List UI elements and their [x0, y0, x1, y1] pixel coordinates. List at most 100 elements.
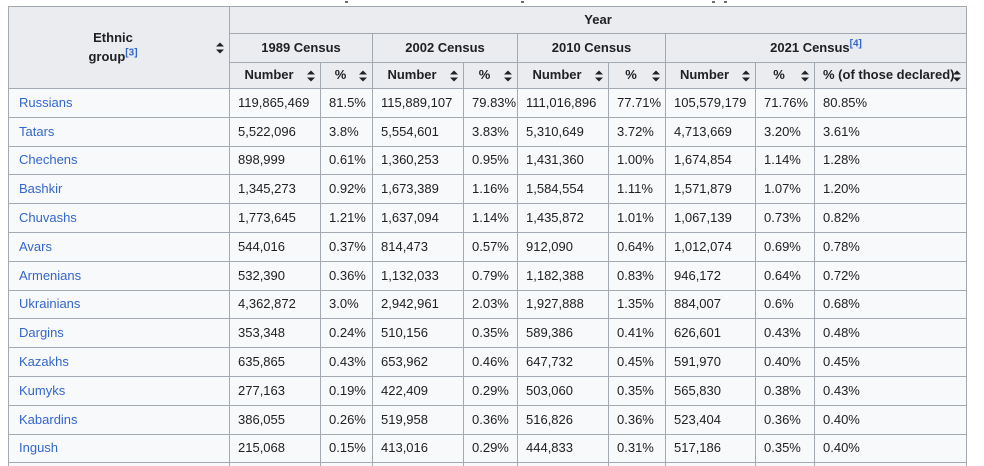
number-2002-cell: 519,958 [372, 404, 464, 435]
number-2010-cell: 912,090 [517, 231, 609, 262]
ethnic-group-link[interactable]: Ingush [19, 440, 59, 456]
table-row: Kazakhs 635,865 0.43% 653,962 0.46% 647,732 0.… [8, 347, 968, 377]
header-percent-2021[interactable]: % [755, 62, 815, 89]
number-2021-cell: 1,571,879 [665, 174, 756, 205]
percent-2021-cell: 0.35% [755, 433, 815, 464]
percent-2002-cell: 0.46% [463, 347, 518, 377]
percent-2010-cell: 0.35% [608, 375, 666, 406]
number-2010-cell: 1,927,888 [517, 289, 609, 320]
number-2021-cell: 1,674,854 [665, 145, 756, 176]
percent-2021-cell: 0.69% [755, 231, 815, 262]
percent-1989-cell: 0.61% [320, 145, 373, 176]
percent-1989-cell: 0.92% [320, 174, 373, 205]
number-2010-cell: 1,435,872 [517, 203, 609, 233]
table-row: Kabardins 386,055 0.26% 519,958 0.36% 516,826… [8, 404, 968, 435]
number-1989-cell: 386,055 [229, 404, 321, 435]
header-percent-declared-2021[interactable]: % (of those declared) [813, 62, 968, 89]
percent-2021-cell: 1.07% [755, 174, 815, 205]
census-2002-header: 2002 Census [372, 33, 518, 63]
ethnic-group-cell: Kabardins [8, 404, 230, 435]
cropped-text-remnant [0, 0, 984, 6]
percent-2010-cell: 0.45% [608, 347, 666, 377]
header-number-2021[interactable]: Number [665, 62, 756, 89]
percent-2010-cell: 0.83% [608, 260, 666, 291]
table-row: Avars 544,016 0.37% 814,473 0.57% 912,090 0.64… [8, 231, 968, 262]
header-number-2010[interactable]: Number [517, 62, 609, 89]
number-2010-cell: 1,431,360 [517, 145, 609, 176]
percent-declared-cell: 0.43% [813, 375, 968, 406]
header-percent-1989[interactable]: % [320, 62, 373, 89]
table-row: Bashkir 1,345,273 0.92% 1,673,389 1.16% 1,584… [8, 174, 968, 205]
header-number-1989[interactable]: Number [229, 62, 321, 89]
ethnic-group-link[interactable]: Tatars [19, 123, 55, 139]
number-2010-cell: 647,732 [517, 347, 609, 377]
number-1989-cell: 898,999 [229, 145, 321, 176]
percent-2021-cell: 0.36% [755, 404, 815, 435]
percent-declared-cell: 0.40% [813, 433, 968, 464]
percent-2010-cell: 0.41% [608, 318, 666, 349]
ethnic-group-link[interactable]: Bashkir [19, 181, 63, 197]
number-2021-cell: 946,172 [665, 260, 756, 291]
number-2021-cell: 591,970 [665, 347, 756, 377]
number-2002-cell: 115,889,107 [372, 88, 464, 118]
number-2021-cell: 517,186 [665, 433, 756, 464]
percent-2021-cell: 0.64% [755, 260, 815, 291]
number-1989-cell: 277,163 [229, 375, 321, 406]
sort-icon [450, 70, 458, 81]
ethnic-group-cell: Kazakhs [8, 347, 230, 377]
number-1989-cell: 1,345,273 [229, 174, 321, 205]
number-2002-cell: 2,942,961 [372, 289, 464, 320]
reference-link-4[interactable]: [4] [849, 38, 862, 50]
ethnic-group-link[interactable]: Armenians [19, 267, 82, 283]
percent-2021-cell: 0.43% [755, 318, 815, 349]
percent-declared-cell: 0.40% [813, 404, 968, 435]
reference-link-3[interactable]: [3] [125, 47, 138, 59]
table-row: Chuvashs 1,773,645 1.21% 1,637,094 1.14% 1,43… [8, 203, 968, 233]
ethnic-group-link[interactable]: Dargins [19, 325, 64, 341]
sort-icon [307, 70, 315, 81]
number-2010-cell: 111,016,896 [517, 88, 609, 118]
number-2002-cell: 413,016 [372, 433, 464, 464]
number-2010-cell: 5,310,649 [517, 116, 609, 147]
percent-2002-cell: 0.29% [463, 433, 518, 464]
percent-2002-cell: 0.35% [463, 318, 518, 349]
table-row: Kumyks 277,163 0.19% 422,409 0.29% 503,060 0.3… [8, 375, 968, 406]
ethnic-group-link[interactable]: Kumyks [19, 382, 66, 398]
ethnic-group-link[interactable]: Kazakhs [19, 353, 69, 369]
cropped-text-speck [345, 1, 348, 3]
header-percent-2002[interactable]: % [463, 62, 518, 89]
number-1989-cell: 215,068 [229, 433, 321, 464]
sort-icon [953, 70, 961, 81]
percent-2010-cell: 1.35% [608, 289, 666, 320]
percent-2021-cell: 71.76% [755, 88, 815, 118]
number-2010-cell: 503,060 [517, 375, 609, 406]
percent-2021-cell: 0.38% [755, 375, 815, 406]
percent-2010-cell: 77.71% [608, 88, 666, 118]
percent-declared-cell: 0.48% [813, 318, 968, 349]
header-percent-2010[interactable]: % [608, 62, 666, 89]
percent-2010-cell: 0.31% [608, 433, 666, 464]
table-row: Ingush 215,068 0.15% 413,016 0.29% 444,833 0.3… [8, 433, 968, 464]
percent-2002-cell: 0.79% [463, 260, 518, 291]
header-number-2002[interactable]: Number [372, 62, 464, 89]
ethnic-group-link[interactable]: Avars [19, 238, 52, 254]
ethnic-group-link[interactable]: Chechens [19, 152, 78, 168]
ethnic-group-cell: Russians [8, 88, 230, 118]
table-row: Ukrainians 4,362,872 3.0% 2,942,961 2.03% 1,9… [8, 289, 968, 320]
ethnic-group-link[interactable]: Ukrainians [19, 296, 81, 312]
ethnic-group-link[interactable]: Kabardins [19, 411, 78, 427]
number-2010-cell: 1,182,388 [517, 260, 609, 291]
number-2002-cell: 5,554,601 [372, 116, 464, 147]
ethnic-group-cell: Kumyks [8, 375, 230, 406]
ethnic-group-link[interactable]: Russians [19, 94, 73, 110]
year-header: Year [228, 6, 968, 34]
sort-icon [801, 70, 809, 81]
ethnic-groups-census-table: Ethnic group[3] Year 1989 Census 2002 Ce… [8, 6, 968, 466]
number-2021-cell: 4,713,669 [665, 116, 756, 147]
number-2021-cell: 884,007 [665, 289, 756, 320]
table-row: Tatars 5,522,096 3.8% 5,554,601 3.83% 5,310,6… [8, 116, 968, 147]
ethnic-group-cell: Avars [8, 231, 230, 262]
ethnic-group-link[interactable]: Chuvashs [19, 209, 77, 225]
ethnic-group-column-header[interactable]: Ethnic group[3] [8, 6, 230, 89]
percent-2021-cell: 1.14% [755, 145, 815, 176]
